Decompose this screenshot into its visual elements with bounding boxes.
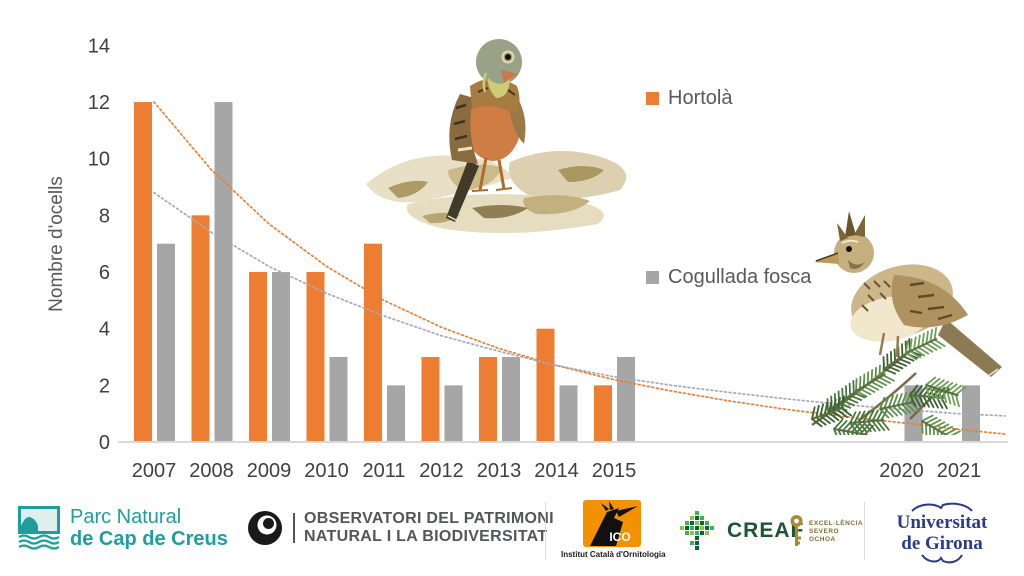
x-tick-2012: 2012 xyxy=(419,460,464,482)
footer-divider-2 xyxy=(864,502,865,560)
x-tick-2021: 2021 xyxy=(937,460,982,482)
bar-cogullada-2011 xyxy=(387,385,405,442)
parc-natural-line1: Parc Natural xyxy=(70,506,182,528)
bar-hortola-2009 xyxy=(249,272,267,442)
trendline-cogullada xyxy=(153,191,1006,417)
bar-hortola-2011 xyxy=(364,243,382,442)
logo-creaf: CREAF xyxy=(678,511,804,551)
bar-cogullada-2010 xyxy=(329,357,348,442)
udg-bottom-brace xyxy=(921,554,963,564)
y-tick-10: 10 xyxy=(88,149,110,171)
y-tick-labels: 0 2 4 6 8 10 12 14 xyxy=(88,35,110,454)
bar-cogullada-2015 xyxy=(617,357,635,442)
conifer-branch xyxy=(811,326,967,435)
bar-cogullada-2020 xyxy=(904,385,923,442)
lark-bird xyxy=(814,211,1002,377)
severo-ochoa-line3: OCHOA xyxy=(809,536,836,543)
bar-hortola-2010 xyxy=(306,272,325,442)
x-tick-2010: 2010 xyxy=(304,460,349,482)
bar-cogullada-2013 xyxy=(502,357,520,442)
logo-ico: ICO Institut Català d'Ornitologia xyxy=(561,500,666,559)
observatori-line1: OBSERVATORI DEL PATRIMONI xyxy=(304,510,554,527)
bar-hortola-2007 xyxy=(134,102,152,442)
logo-observatori: OBSERVATORI DEL PATRIMONI NATURAL I LA B… xyxy=(246,509,554,547)
bar-cogullada-2014 xyxy=(559,385,578,442)
observatori-eye-icon xyxy=(248,511,282,545)
ico-caption: Institut Català d'Ornitologia xyxy=(561,550,666,559)
udg-line2: de Girona xyxy=(901,533,983,554)
legend-swatch-cogullada xyxy=(646,271,659,284)
y-tick-8: 8 xyxy=(99,205,110,227)
bar-cogullada-2008 xyxy=(214,102,233,442)
y-axis-title: Nombre d'ocells xyxy=(46,176,67,312)
creaf-name: CREAF xyxy=(727,519,805,542)
logo-universitat-de-girona: Universitat de Girona xyxy=(874,502,1010,564)
parc-natural-line2: de Cap de Creus xyxy=(70,528,228,550)
logo-severo-ochoa: EXCEL·LÈNCIA SEVERO OCHOA xyxy=(789,514,863,550)
ico-bird-icon: ICO xyxy=(583,500,641,547)
severo-ochoa-line1: EXCEL·LÈNCIA xyxy=(809,520,864,527)
ortolan-bird xyxy=(446,39,526,222)
bar-cogullada-2009 xyxy=(272,272,290,442)
x-tick-2014: 2014 xyxy=(534,460,579,482)
bar-hortola-2012 xyxy=(421,357,440,442)
bar-cogullada-2012 xyxy=(444,385,463,442)
y-tick-2: 2 xyxy=(99,375,110,397)
legend-item-cogullada: Cogullada fosca xyxy=(646,266,811,289)
x-tick-labels: 2007 2008 2009 2010 2011 2012 2013 2014 2015 2020… xyxy=(132,460,982,482)
severo-ochoa-key-icon xyxy=(790,515,803,546)
observatori-separator xyxy=(293,513,295,543)
y-tick-0: 0 xyxy=(99,432,110,454)
udg-line1: Universitat xyxy=(896,512,988,533)
x-tick-2020: 2020 xyxy=(879,460,924,482)
x-tick-2007: 2007 xyxy=(132,460,177,482)
y-tick-14: 14 xyxy=(88,35,110,57)
ico-acronym: ICO xyxy=(609,530,630,544)
legend-label-hortola: Hortolà xyxy=(668,87,733,109)
bar-cogullada-2021 xyxy=(962,385,980,442)
observatori-line2: NATURAL I LA BIODIVERSITAT xyxy=(304,528,548,545)
bar-hortola-2014 xyxy=(536,328,555,442)
severo-ochoa-line2: SEVERO xyxy=(809,528,840,535)
x-tick-2015: 2015 xyxy=(592,460,637,482)
x-tick-2013: 2013 xyxy=(477,460,522,482)
y-tick-12: 12 xyxy=(88,92,110,114)
legend-item-hortola: Hortolà xyxy=(646,87,732,110)
bar-cogullada-2007 xyxy=(157,243,175,442)
x-tick-2009: 2009 xyxy=(247,460,292,482)
creaf-tree-icon xyxy=(680,511,714,550)
footer-divider-1 xyxy=(545,502,546,560)
bar-hortola-2008 xyxy=(191,215,210,442)
y-tick-4: 4 xyxy=(99,319,110,341)
x-tick-2011: 2011 xyxy=(362,460,405,482)
udg-top-brace xyxy=(911,502,973,512)
y-tick-6: 6 xyxy=(99,262,110,284)
bars xyxy=(134,102,980,442)
parc-natural-icon xyxy=(18,506,60,550)
rocks xyxy=(366,150,627,233)
logo-parc-natural-cap-de-creus: Parc Natural de Cap de Creus xyxy=(18,506,228,550)
x-tick-2008: 2008 xyxy=(189,460,234,482)
bar-hortola-2015 xyxy=(594,385,612,442)
ortolan-bunting-illustration xyxy=(366,39,627,233)
bar-hortola-2013 xyxy=(479,357,497,442)
legend-swatch-hortola xyxy=(646,92,659,105)
crested-lark-illustration xyxy=(811,211,1002,435)
legend-label-cogullada: Cogullada fosca xyxy=(668,266,812,288)
